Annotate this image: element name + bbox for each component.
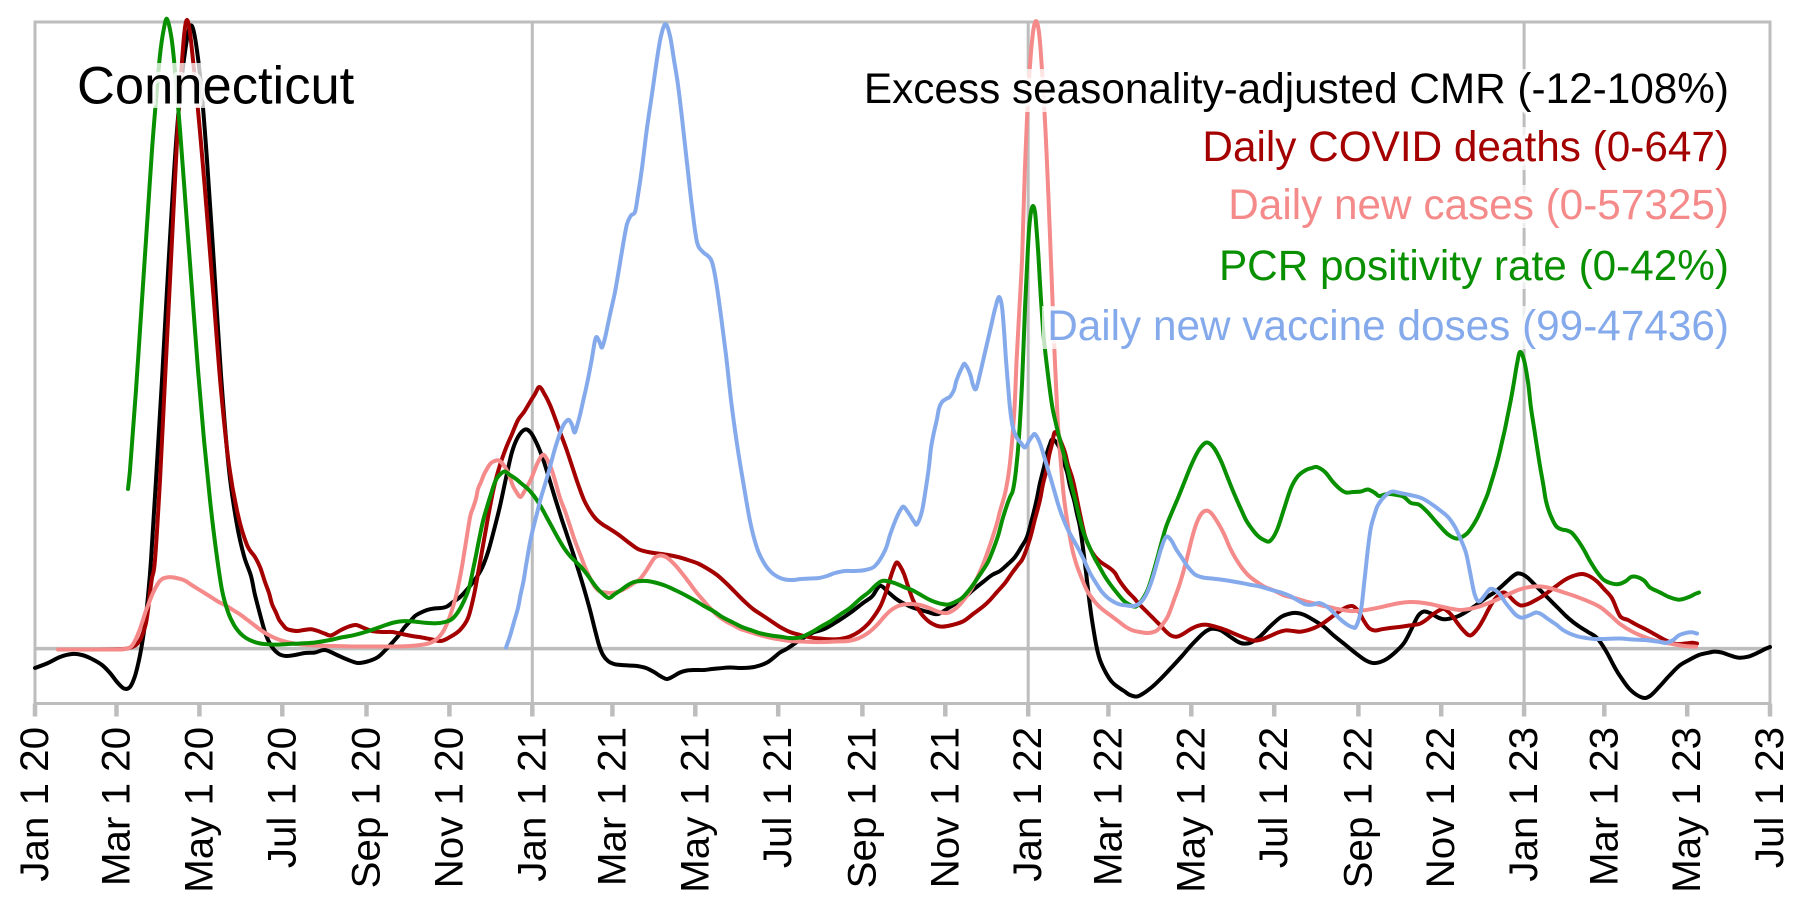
svg-text:Mar 1 22: Mar 1 22 [1085,727,1130,886]
svg-text:Mar 1 20: Mar 1 20 [94,727,139,886]
svg-text:Sep 1 22: Sep 1 22 [1335,727,1380,888]
svg-text:May 1 22: May 1 22 [1168,727,1213,893]
svg-text:Jan 1 22: Jan 1 22 [1005,727,1050,882]
svg-text:Daily new vaccine doses (99-47: Daily new vaccine doses (99-47436) [1047,302,1729,349]
svg-text:PCR positivity rate (0-42%): PCR positivity rate (0-42%) [1219,242,1729,289]
svg-text:Mar 1 21: Mar 1 21 [589,727,634,886]
svg-text:Mar 1 23: Mar 1 23 [1581,727,1626,886]
svg-text:May 1 20: May 1 20 [176,727,221,893]
svg-text:Jan 1 23: Jan 1 23 [1501,727,1546,882]
svg-text:Jul 1 22: Jul 1 22 [1251,727,1296,868]
svg-text:Jul 1 20: Jul 1 20 [259,727,304,868]
svg-text:Excess seasonality-adjusted CM: Excess seasonality-adjusted CMR (-12-108… [864,65,1729,112]
svg-text:Connecticut: Connecticut [77,57,355,116]
svg-text:Jan 1 20: Jan 1 20 [12,727,57,882]
svg-text:Jan 1 21: Jan 1 21 [509,727,554,882]
svg-text:Nov 1 21: Nov 1 21 [922,727,967,888]
svg-text:Jul 1 23: Jul 1 23 [1747,727,1792,868]
svg-text:Sep 1 21: Sep 1 21 [839,727,884,888]
svg-text:Nov 1 22: Nov 1 22 [1418,727,1463,888]
svg-text:Sep 1 20: Sep 1 20 [344,727,389,888]
svg-text:Jul 1 21: Jul 1 21 [755,727,800,868]
svg-text:Daily COVID deaths (0-647): Daily COVID deaths (0-647) [1202,123,1729,170]
svg-text:Daily new cases (0-57325): Daily new cases (0-57325) [1228,181,1729,228]
svg-text:May 1 21: May 1 21 [672,727,717,893]
svg-text:Nov 1 20: Nov 1 20 [426,727,471,888]
svg-text:May 1 23: May 1 23 [1664,727,1709,893]
